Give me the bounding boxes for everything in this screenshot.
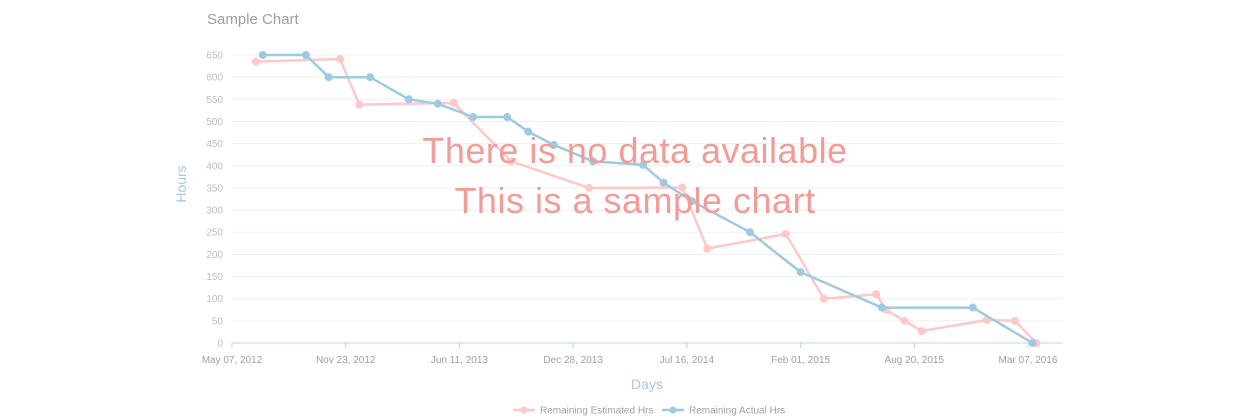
data-point bbox=[901, 317, 909, 325]
no-data-message: There is no data available bbox=[0, 130, 1240, 172]
legend-label: Remaining Actual Hrs bbox=[689, 406, 785, 417]
data-point bbox=[1011, 317, 1019, 325]
x-tick-label: Nov 23, 2012 bbox=[316, 355, 376, 366]
data-point bbox=[259, 51, 267, 59]
y-tick-label: 0 bbox=[217, 339, 223, 350]
x-axis-title: Days bbox=[631, 376, 663, 392]
x-tick-label: Aug 20, 2015 bbox=[885, 355, 945, 366]
x-tick-label: May 07, 2012 bbox=[202, 355, 263, 366]
data-point bbox=[746, 228, 754, 236]
legend: Remaining Estimated Hrs Remaining Actual … bbox=[513, 406, 785, 417]
data-point bbox=[336, 55, 344, 63]
y-tick-label: 500 bbox=[206, 117, 223, 128]
data-point bbox=[703, 245, 711, 253]
x-tick-label: Jun 11, 2013 bbox=[431, 355, 489, 366]
y-tick-label: 100 bbox=[206, 294, 223, 305]
data-point bbox=[782, 230, 790, 238]
sample-chart-message: This is a sample chart bbox=[0, 180, 1240, 222]
x-tick-label: Jul 16, 2014 bbox=[660, 355, 715, 366]
data-point bbox=[325, 73, 333, 81]
data-point bbox=[450, 99, 458, 107]
data-point bbox=[469, 113, 477, 121]
data-point bbox=[252, 58, 260, 66]
x-axis-ticks: May 07, 2012 Nov 23, 2012 Jun 11, 2013 Dec … bbox=[202, 343, 1058, 366]
data-point bbox=[434, 100, 442, 108]
data-point bbox=[797, 268, 805, 276]
data-point bbox=[1029, 339, 1037, 347]
data-point bbox=[366, 73, 374, 81]
y-tick-label: 50 bbox=[212, 316, 224, 327]
data-point bbox=[918, 327, 926, 335]
data-point bbox=[878, 304, 886, 312]
y-tick-label: 550 bbox=[206, 95, 223, 106]
data-point bbox=[302, 51, 310, 59]
y-tick-label: 600 bbox=[206, 73, 223, 84]
legend-swatch-marker bbox=[521, 407, 528, 414]
data-point bbox=[872, 290, 880, 298]
data-point bbox=[969, 304, 977, 312]
data-point bbox=[820, 295, 828, 303]
legend-label: Remaining Estimated Hrs bbox=[540, 406, 653, 417]
y-tick-label: 250 bbox=[206, 228, 223, 239]
y-tick-label: 650 bbox=[206, 51, 223, 62]
data-point bbox=[503, 113, 511, 121]
x-tick-label: Dec 28, 2013 bbox=[543, 355, 603, 366]
y-tick-label: 200 bbox=[206, 250, 223, 261]
data-point bbox=[405, 95, 413, 103]
data-point bbox=[355, 101, 363, 109]
x-tick-label: Feb 01, 2015 bbox=[771, 355, 830, 366]
x-tick-label: Mar 07, 2016 bbox=[999, 355, 1058, 366]
legend-swatch-marker bbox=[670, 407, 677, 414]
y-tick-label: 150 bbox=[206, 272, 223, 283]
